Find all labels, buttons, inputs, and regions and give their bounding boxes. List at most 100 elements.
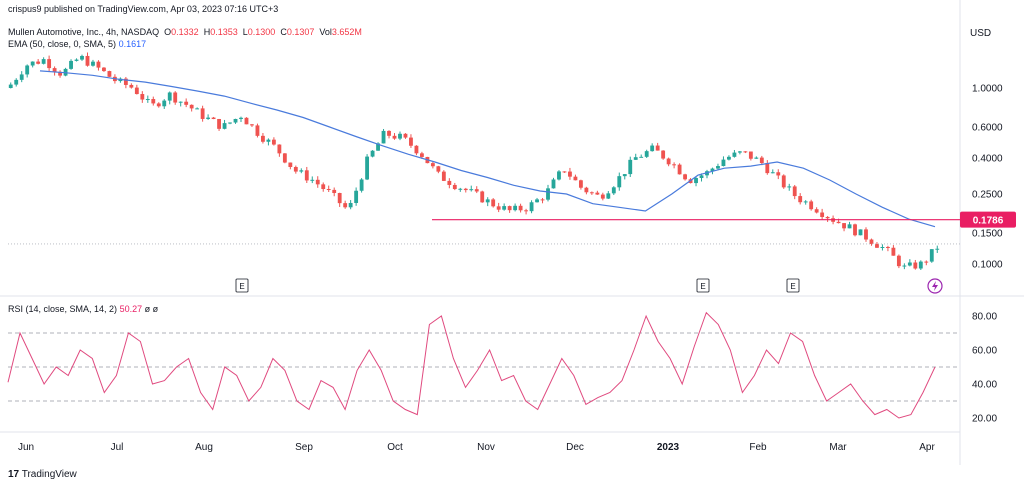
candle-body <box>820 212 825 217</box>
candle-body <box>403 133 408 138</box>
candle-body <box>502 206 507 210</box>
rsi-tick-label: 60.00 <box>972 346 997 357</box>
candle-body <box>770 172 775 174</box>
candle-body <box>617 176 622 188</box>
rsi-label: RSI (14, close, SMA, 14, 2) <box>8 304 118 314</box>
candle-body <box>765 163 770 174</box>
candle-body <box>496 206 501 210</box>
ema-legend[interactable]: EMA (50, close, 0, SMA, 5) 0.1617 <box>8 39 146 49</box>
candle-body <box>606 193 611 199</box>
candle-body <box>211 117 216 120</box>
candle-body <box>321 184 326 190</box>
candle-body <box>507 206 512 211</box>
candle-body <box>244 117 249 125</box>
ohlc-low: L0.1300 <box>242 27 276 37</box>
candle-body <box>480 191 485 203</box>
candle-body <box>261 135 265 142</box>
candle-body <box>25 65 30 75</box>
candle-body <box>332 189 337 194</box>
candle-body <box>524 210 529 212</box>
symbol-name[interactable]: Mullen Automotive, Inc., 4h, NASDAQ <box>8 27 160 37</box>
candle-body <box>233 118 238 123</box>
volume: Vol3.652M <box>319 27 362 37</box>
candle-body <box>96 61 101 68</box>
candle-body <box>30 61 35 66</box>
candle-body <box>864 229 868 240</box>
earnings-marker-label: E <box>700 282 705 291</box>
candle-body <box>853 224 857 236</box>
candle-body <box>584 187 589 193</box>
candle-body <box>91 61 95 66</box>
candle-body <box>595 192 600 195</box>
candle-body <box>677 164 682 175</box>
rsi-pane[interactable]: 80.00 60.00 40.00 20.00 <box>7 312 997 425</box>
candle-body <box>217 119 221 129</box>
time-tick-label: Mar <box>829 442 847 453</box>
candle-body <box>529 202 534 212</box>
candle-body <box>661 150 666 159</box>
candle-body <box>41 59 46 64</box>
candle-body <box>47 59 52 69</box>
candle-body <box>348 202 353 208</box>
candle-body <box>381 130 386 144</box>
candle-body <box>140 94 145 100</box>
candle-body <box>326 189 331 191</box>
candle-body <box>562 171 567 173</box>
candle-body <box>409 137 413 146</box>
candle-body <box>885 246 890 248</box>
candle-body <box>546 188 550 200</box>
ema-label: EMA (50, close, 0, SMA, 5) <box>8 39 117 49</box>
candle-body <box>809 201 814 210</box>
candle-body <box>419 153 424 157</box>
ohlc-open: O0.1332 <box>164 27 199 37</box>
candle-body <box>178 101 183 103</box>
candle-body <box>611 187 616 194</box>
symbol-legend: Mullen Automotive, Inc., 4h, NASDAQ O0.1… <box>8 27 362 37</box>
candle-body <box>19 74 24 80</box>
candle-body <box>282 153 287 163</box>
candle-body <box>633 157 638 160</box>
candle-body <box>266 139 271 142</box>
candle-body <box>414 145 419 154</box>
time-axis[interactable]: Jun Jul Aug Sep Oct Nov Dec 2023 Feb Mar Apr <box>18 442 936 453</box>
candle-body <box>847 224 852 229</box>
candle-body <box>173 92 178 103</box>
candle-body <box>743 151 748 153</box>
candle-body <box>518 205 523 211</box>
rsi-legend[interactable]: RSI (14, close, SMA, 14, 2) 50.27 ø ø <box>8 304 158 314</box>
price-tick-label: 0.2500 <box>972 189 1003 200</box>
candle-body <box>387 130 391 136</box>
ema-value: 0.1617 <box>118 39 147 49</box>
candle-body <box>666 158 671 165</box>
candle-body <box>622 174 627 177</box>
candle-body <box>365 156 370 180</box>
candle-body <box>803 201 808 203</box>
candle-body <box>694 178 698 184</box>
candle-body <box>787 186 792 188</box>
candle-body <box>474 189 479 192</box>
lightning-icon[interactable] <box>927 278 943 294</box>
time-tick-label: Apr <box>919 442 935 453</box>
tradingview-logo[interactable]: 17 TradingView <box>8 469 77 480</box>
candle-body <box>781 175 786 188</box>
candle-body <box>699 175 704 179</box>
candle-body <box>36 61 41 64</box>
candle-body <box>557 171 561 180</box>
time-tick-label: Feb <box>749 442 767 453</box>
price-pane[interactable]: 1.0000 0.6000 0.4000 0.2500 0.1500 0.1000 0.17… <box>8 52 1016 271</box>
time-tick-label: Nov <box>477 442 495 453</box>
candle-body <box>727 156 731 160</box>
currency-label: USD <box>970 28 992 39</box>
candle-body <box>639 156 644 158</box>
earnings-marker <box>696 278 710 293</box>
time-tick-label: Sep <box>295 442 313 453</box>
candle-body <box>370 150 375 157</box>
candle-body <box>759 157 764 164</box>
earnings-marker <box>786 278 800 293</box>
candle-body <box>239 117 243 119</box>
candle-body <box>469 189 474 191</box>
candle-body <box>398 133 402 139</box>
candle-body <box>710 168 715 172</box>
candle-body <box>485 199 490 203</box>
